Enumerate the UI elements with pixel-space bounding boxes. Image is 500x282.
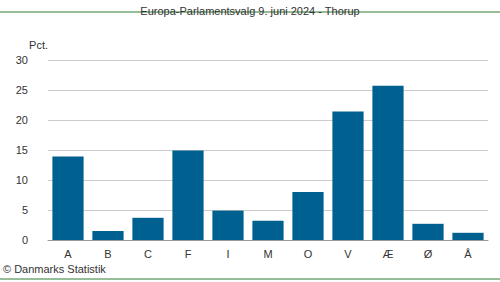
svg-text:20: 20 bbox=[16, 114, 28, 126]
svg-text:Pct.: Pct. bbox=[29, 39, 48, 51]
svg-text:A: A bbox=[64, 248, 72, 260]
svg-text:O: O bbox=[304, 248, 313, 260]
svg-text:I: I bbox=[226, 248, 229, 260]
svg-text:30: 30 bbox=[16, 54, 28, 66]
svg-text:25: 25 bbox=[16, 84, 28, 96]
svg-text:F: F bbox=[185, 248, 192, 260]
svg-text:Ø: Ø bbox=[424, 248, 433, 260]
svg-text:Æ: Æ bbox=[383, 248, 394, 260]
svg-text:10: 10 bbox=[16, 174, 28, 186]
svg-text:B: B bbox=[104, 248, 111, 260]
svg-text:© Danmarks Statistik: © Danmarks Statistik bbox=[3, 263, 106, 275]
svg-text:15: 15 bbox=[16, 144, 28, 156]
svg-text:Å: Å bbox=[464, 248, 472, 260]
svg-text:5: 5 bbox=[22, 204, 28, 216]
svg-text:M: M bbox=[263, 248, 272, 260]
svg-text:C: C bbox=[144, 248, 152, 260]
svg-text:V: V bbox=[344, 248, 352, 260]
svg-text:0: 0 bbox=[22, 234, 28, 246]
svg-text:Europa-Parlamentsvalg 9. juni: Europa-Parlamentsvalg 9. juni 2024 - Tho… bbox=[140, 5, 359, 17]
